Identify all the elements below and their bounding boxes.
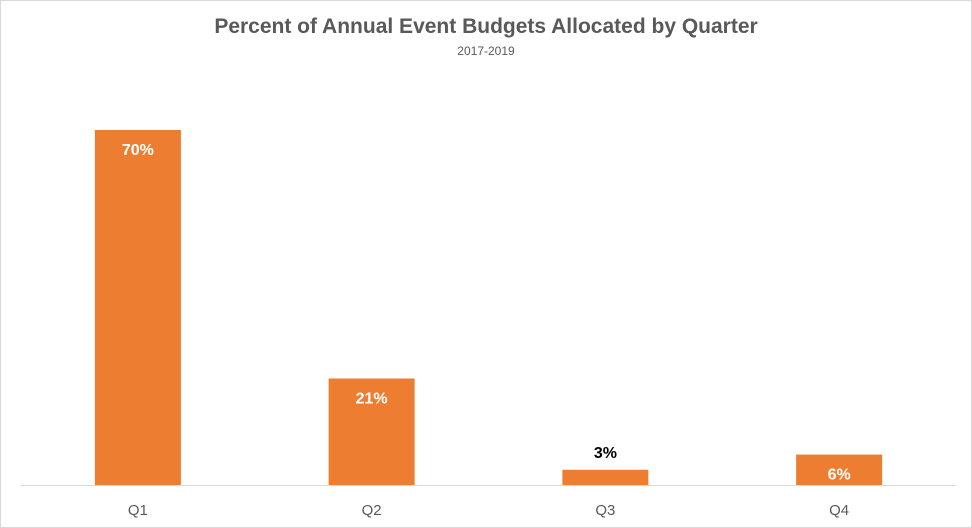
- data-label-q3: 3%: [594, 445, 617, 462]
- data-label-q2: 21%: [356, 391, 388, 408]
- x-tick-label-q3: Q3: [595, 502, 615, 519]
- x-tick-label-q2: Q2: [362, 502, 382, 519]
- x-tick-label-q4: Q4: [829, 502, 849, 519]
- chart-title: Percent of Annual Event Budgets Allocate…: [214, 15, 758, 38]
- bar-q3: [562, 469, 649, 485]
- x-tick-label-q1: Q1: [128, 502, 148, 519]
- bar-q2: [328, 378, 415, 485]
- data-label-q1: 70%: [122, 142, 154, 159]
- bar-q1: [94, 130, 181, 485]
- chart-subtitle: 2017-2019: [457, 44, 515, 58]
- bar-q4: [796, 454, 883, 485]
- data-label-q4: 6%: [828, 467, 851, 484]
